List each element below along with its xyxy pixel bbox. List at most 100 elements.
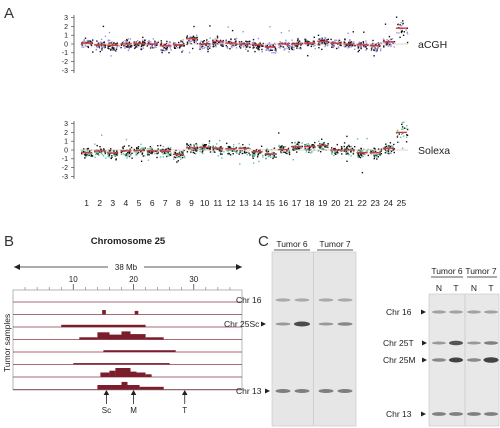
solexa-point bbox=[405, 141, 408, 143]
solexa-point bbox=[219, 150, 221, 152]
solexa-point bbox=[151, 148, 153, 150]
solexa-point bbox=[373, 147, 375, 149]
solexa-point bbox=[209, 148, 211, 151]
solexa-point bbox=[120, 153, 123, 156]
solexa-point bbox=[177, 156, 179, 158]
solexa-point bbox=[295, 147, 297, 150]
solexa-point bbox=[257, 153, 260, 155]
gel1-band-chr13-label: Chr 13 bbox=[236, 386, 262, 396]
acgh-point bbox=[298, 41, 300, 44]
acgh-point bbox=[373, 55, 375, 57]
acgh-point bbox=[138, 44, 140, 47]
marker-label-t: T bbox=[182, 406, 187, 415]
tumor-track-gain-bar bbox=[61, 324, 146, 328]
acgh-point bbox=[168, 43, 170, 46]
solexa-point bbox=[221, 150, 223, 152]
solexa-point bbox=[141, 152, 144, 154]
solexa-point bbox=[199, 150, 201, 153]
acgh-point bbox=[143, 41, 146, 44]
acgh-point bbox=[320, 38, 322, 40]
solexa-point bbox=[262, 154, 264, 157]
acgh-point bbox=[374, 49, 376, 51]
acgh-point bbox=[333, 43, 335, 46]
panel-b-ylabel: Tumor samples bbox=[2, 314, 12, 372]
acgh-point bbox=[267, 47, 269, 49]
chromosome-label: 18 bbox=[305, 198, 315, 208]
solexa-point bbox=[163, 151, 166, 153]
solexa-point bbox=[208, 145, 210, 147]
acgh-point bbox=[359, 42, 361, 45]
solexa-point bbox=[214, 145, 217, 148]
solexa-point bbox=[148, 151, 151, 153]
solexa-point bbox=[189, 146, 191, 148]
acgh-point bbox=[347, 32, 349, 34]
acgh-y-tick-label: -1 bbox=[62, 50, 68, 57]
acgh-point bbox=[363, 31, 365, 33]
acgh-point bbox=[135, 44, 137, 46]
acgh-point bbox=[235, 44, 237, 46]
solexa-point bbox=[351, 147, 354, 150]
solexa-point bbox=[297, 141, 299, 143]
acgh-point bbox=[247, 50, 249, 52]
solexa-point bbox=[334, 151, 336, 153]
solexa-point bbox=[137, 146, 140, 148]
acgh-point bbox=[155, 41, 158, 44]
acgh-point bbox=[257, 47, 260, 50]
solexa-segments bbox=[81, 131, 407, 156]
acgh-point bbox=[142, 41, 144, 43]
acgh-point bbox=[247, 45, 249, 47]
solexa-point bbox=[248, 143, 251, 146]
solexa-point bbox=[253, 152, 255, 155]
solexa-point bbox=[242, 144, 244, 146]
solexa-point bbox=[372, 150, 374, 153]
acgh-point bbox=[214, 42, 216, 44]
acgh-point bbox=[146, 45, 148, 47]
acgh-point bbox=[321, 41, 323, 43]
acgh-point bbox=[286, 47, 288, 49]
solexa-point bbox=[176, 161, 178, 163]
solexa-point bbox=[168, 155, 170, 157]
tumor-track-gain-bar bbox=[130, 334, 146, 340]
solexa-point bbox=[169, 148, 172, 151]
solexa-point bbox=[173, 156, 175, 158]
solexa-point bbox=[334, 153, 337, 155]
acgh-point bbox=[96, 45, 98, 48]
acgh-point bbox=[321, 37, 323, 39]
acgh-point bbox=[291, 39, 293, 41]
acgh-point bbox=[287, 41, 290, 44]
solexa-point bbox=[359, 156, 362, 159]
solexa-point bbox=[330, 150, 333, 152]
solexa-point bbox=[389, 145, 392, 148]
solexa-point bbox=[186, 144, 188, 146]
acgh-point bbox=[324, 45, 326, 48]
solexa-point bbox=[270, 156, 272, 158]
acgh-point bbox=[238, 41, 241, 43]
solexa-point bbox=[109, 150, 112, 152]
acgh-point bbox=[126, 46, 128, 48]
acgh-point bbox=[401, 29, 403, 32]
solexa-point bbox=[102, 155, 105, 157]
gel2-bands bbox=[432, 310, 499, 416]
solexa-point bbox=[284, 151, 286, 154]
solexa-point bbox=[164, 148, 167, 151]
acgh-point bbox=[115, 47, 117, 49]
solexa-point bbox=[257, 152, 259, 154]
solexa-point bbox=[346, 152, 348, 154]
acgh-point bbox=[278, 44, 280, 46]
acgh-y-tick-label: 3 bbox=[64, 15, 68, 22]
acgh-point bbox=[275, 49, 277, 51]
panel-c-letter: C bbox=[258, 233, 269, 250]
chromosome-label: 10 bbox=[200, 198, 210, 208]
solexa-point bbox=[334, 147, 336, 150]
acgh-point bbox=[271, 49, 273, 51]
acgh-point bbox=[266, 44, 268, 47]
solexa-point bbox=[283, 146, 285, 148]
gel1-chr13-band bbox=[318, 389, 334, 393]
solexa-point bbox=[278, 144, 280, 147]
solexa-point bbox=[218, 148, 220, 150]
acgh-point bbox=[304, 38, 306, 40]
solexa-point bbox=[194, 148, 197, 151]
acgh-point bbox=[130, 45, 133, 47]
acgh-point bbox=[253, 46, 255, 49]
acgh-point bbox=[207, 48, 209, 50]
